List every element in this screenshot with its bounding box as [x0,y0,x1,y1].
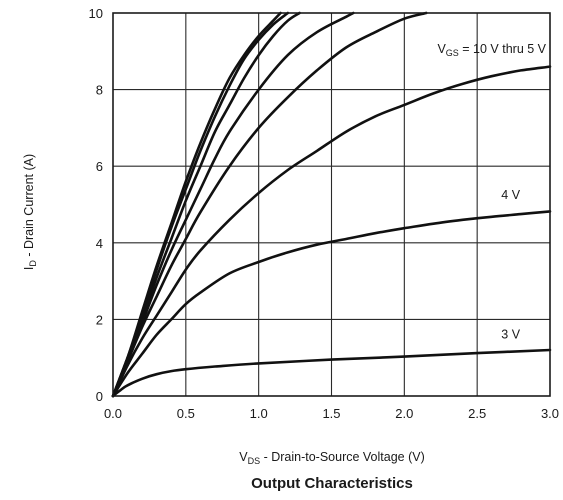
annotation-v4-label: 4 V [501,188,520,202]
y-tick-label: 6 [96,159,103,174]
series-line-4 [111,11,428,398]
x-tick-label: 0.5 [177,406,195,421]
tick-labels: 0.0 0.5 1.0 1.5 2.0 2.5 3.0 0 2 4 6 8 10 [89,6,560,421]
x-tick-label: 1.5 [322,406,340,421]
y-tick-label: 4 [96,236,103,251]
y-tick-label: 2 [96,312,103,327]
x-tick-label: 1.0 [250,406,268,421]
x-tick-label: 3.0 [541,406,559,421]
y-tick-label: 8 [96,83,103,98]
y-axis-label: ID - Drain Current (A) [22,154,38,270]
series-line-7 [111,348,552,398]
curve-annotations: VGS = 10 V thru 5 V 4 V 3 V [437,42,546,341]
series-line-2 [111,11,301,398]
x-tick-label: 2.5 [468,406,486,421]
plot-frame [112,12,551,397]
annotation-vgs-label: VGS = 10 V thru 5 V [437,42,546,58]
series-line-3 [111,11,355,398]
x-axis-label: VDS - Drain-to-Source Voltage (V) [239,450,425,466]
x-tick-label: 0.0 [104,406,122,421]
annotation-v3-label: 3 V [501,328,520,342]
series-line-6 [111,210,552,398]
series-line-5 [111,65,552,398]
series-layer [111,11,552,398]
x-tick-label: 2.0 [395,406,413,421]
chart-title: Output Characteristics [251,475,413,492]
y-tick-label: 10 [89,6,103,21]
y-tick-label: 0 [96,389,103,404]
grid [113,13,550,396]
series-line-1 [111,11,290,398]
